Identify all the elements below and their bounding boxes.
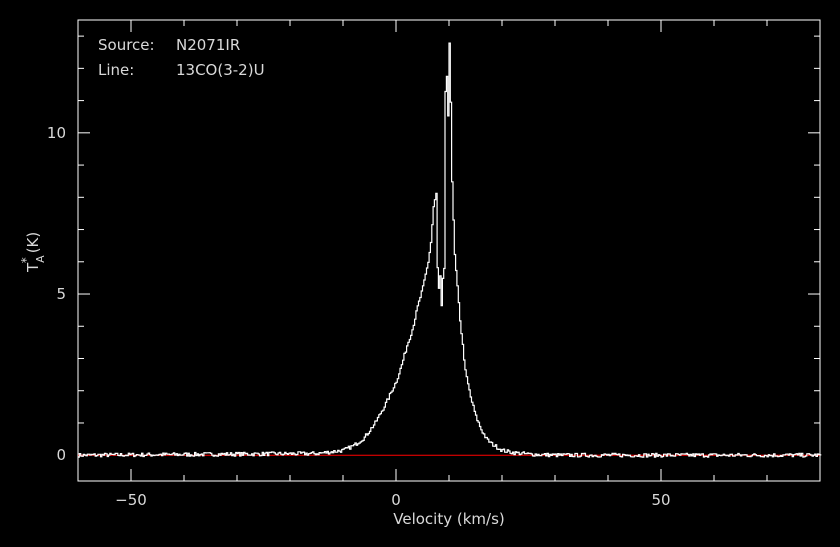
y-axis-label-main: T — [24, 262, 42, 273]
source-label: Source: — [98, 36, 155, 54]
y-tick-label: 0 — [56, 446, 66, 464]
y-axis-label-sub: A — [34, 255, 47, 263]
y-tick-label: 5 — [56, 285, 66, 303]
y-axis-label: TA* (K) — [19, 232, 47, 273]
spectrum-series-line — [78, 42, 822, 458]
x-tick-label: 0 — [391, 491, 401, 509]
y-axis-label-sup: * — [19, 257, 33, 263]
x-axis-label: Velocity (km/s) — [393, 510, 504, 528]
source-value: N2071IR — [176, 36, 240, 54]
line-label: Line: — [98, 61, 134, 79]
y-tick-label: 10 — [47, 124, 66, 142]
svg-text:TA*(K): TA* (K) — [19, 232, 47, 273]
line-value: 13CO(3-2)U — [176, 61, 265, 79]
x-tick-label: 50 — [651, 491, 670, 509]
y-axis-label-unit: (K) — [24, 232, 42, 254]
axis-ticks: −50 0 50 0 5 10 — [47, 20, 821, 509]
x-tick-label: −50 — [115, 491, 147, 509]
